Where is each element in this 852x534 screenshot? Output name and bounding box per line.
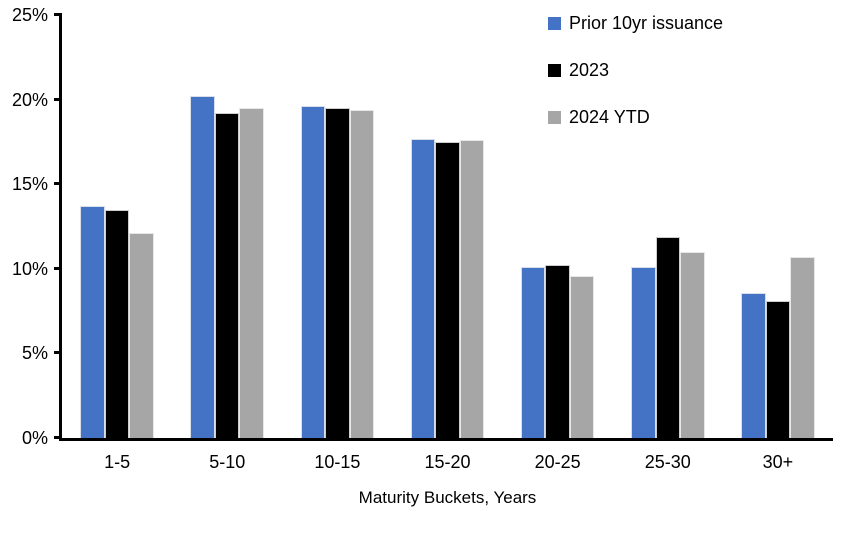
legend-label: Prior 10yr issuance (569, 12, 724, 33)
bar (190, 96, 215, 438)
x-tick-label: 30+ (762, 452, 794, 472)
legend-item-2023: 2023 (548, 57, 723, 83)
bar (680, 251, 705, 438)
x-tick-label: 20-25 (534, 452, 581, 472)
bar (569, 275, 595, 438)
bar (545, 265, 570, 438)
bar-group-5-10 (172, 15, 282, 438)
x-tick-label: 5-10 (209, 452, 246, 472)
y-tick-label: 5% (21, 343, 48, 364)
y-tick-mark (54, 436, 62, 439)
bar (435, 141, 460, 438)
bar-group-25-30 (613, 15, 723, 438)
bar (459, 140, 485, 438)
bar (765, 300, 791, 438)
bar (325, 108, 350, 438)
y-tick-mark (54, 182, 62, 186)
plot-area (54, 13, 833, 441)
legend-label: 2023 (569, 59, 610, 80)
bar (790, 256, 815, 438)
bar (300, 106, 326, 438)
bar (655, 236, 681, 438)
legend-item-2024-ytd: 2024 YTD (548, 104, 723, 130)
y-tick-label: 10% (11, 258, 48, 279)
y-tick-mark (54, 266, 62, 270)
legend-swatch-gray (548, 110, 561, 124)
bar (214, 113, 240, 438)
bar (80, 206, 105, 438)
y-tick-mark (54, 351, 62, 355)
bar (631, 267, 656, 438)
plot-bars (62, 15, 833, 438)
y-tick-label: 0% (21, 428, 48, 448)
x-axis-title: Maturity Buckets, Years (358, 488, 537, 507)
bar (349, 109, 375, 438)
bar (104, 209, 130, 438)
bar (129, 233, 154, 438)
x-tick-label: 1-5 (104, 452, 131, 472)
bar (520, 267, 546, 438)
y-axis-labels: 0% 5% 10% 15% 20% 25% (0, 0, 48, 534)
bar-group-1-5 (62, 15, 172, 438)
y-tick-label: 15% (11, 174, 48, 195)
bar-group-10-15 (282, 15, 392, 438)
bar-group-30+ (723, 15, 833, 438)
x-tick-label: 10-15 (314, 452, 361, 472)
legend-swatch-blue (548, 16, 561, 30)
x-tick-label: 15-20 (424, 452, 471, 472)
bar-group-20-25 (503, 15, 613, 438)
legend-label: 2024 YTD (569, 106, 650, 127)
bar (410, 138, 436, 438)
bar (239, 108, 264, 438)
x-axis-labels: 1-5 5-10 10-15 15-20 20-25 25-30 30+ (62, 451, 833, 473)
bar-group-15-20 (392, 15, 502, 438)
legend-swatch-black (548, 63, 561, 77)
y-tick-mark (54, 13, 62, 16)
bar (741, 292, 766, 438)
y-tick-label: 20% (11, 89, 48, 110)
x-tick-label: 25-30 (644, 452, 691, 472)
legend-item-prior-10yr-issuance: Prior 10yr issuance (548, 10, 723, 36)
legend: Prior 10yr issuance 2023 2024 YTD (548, 10, 723, 151)
y-tick-label: 25% (11, 5, 48, 25)
y-tick-mark (54, 97, 62, 101)
